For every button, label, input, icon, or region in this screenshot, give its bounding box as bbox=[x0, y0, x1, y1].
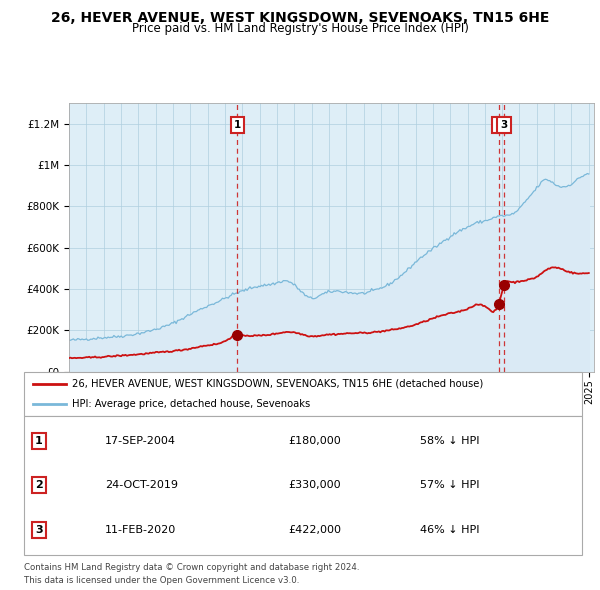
Text: 3: 3 bbox=[500, 120, 508, 130]
Text: This data is licensed under the Open Government Licence v3.0.: This data is licensed under the Open Gov… bbox=[24, 576, 299, 585]
Text: 2: 2 bbox=[495, 120, 503, 130]
Text: £422,000: £422,000 bbox=[288, 525, 341, 535]
Text: 24-OCT-2019: 24-OCT-2019 bbox=[105, 480, 178, 490]
Text: Contains HM Land Registry data © Crown copyright and database right 2024.: Contains HM Land Registry data © Crown c… bbox=[24, 563, 359, 572]
Text: 1: 1 bbox=[234, 120, 241, 130]
Text: 26, HEVER AVENUE, WEST KINGSDOWN, SEVENOAKS, TN15 6HE: 26, HEVER AVENUE, WEST KINGSDOWN, SEVENO… bbox=[51, 11, 549, 25]
Text: £180,000: £180,000 bbox=[288, 436, 341, 446]
Text: 57% ↓ HPI: 57% ↓ HPI bbox=[420, 480, 479, 490]
Text: Price paid vs. HM Land Registry's House Price Index (HPI): Price paid vs. HM Land Registry's House … bbox=[131, 22, 469, 35]
Text: £330,000: £330,000 bbox=[288, 480, 341, 490]
Text: HPI: Average price, detached house, Sevenoaks: HPI: Average price, detached house, Seve… bbox=[72, 399, 310, 409]
Text: 3: 3 bbox=[35, 525, 43, 535]
Text: 26, HEVER AVENUE, WEST KINGSDOWN, SEVENOAKS, TN15 6HE (detached house): 26, HEVER AVENUE, WEST KINGSDOWN, SEVENO… bbox=[72, 379, 483, 389]
Text: 2: 2 bbox=[35, 480, 43, 490]
Text: 58% ↓ HPI: 58% ↓ HPI bbox=[420, 436, 479, 446]
Text: 1: 1 bbox=[35, 436, 43, 446]
Text: 11-FEB-2020: 11-FEB-2020 bbox=[105, 525, 176, 535]
Text: 17-SEP-2004: 17-SEP-2004 bbox=[105, 436, 176, 446]
Text: 46% ↓ HPI: 46% ↓ HPI bbox=[420, 525, 479, 535]
